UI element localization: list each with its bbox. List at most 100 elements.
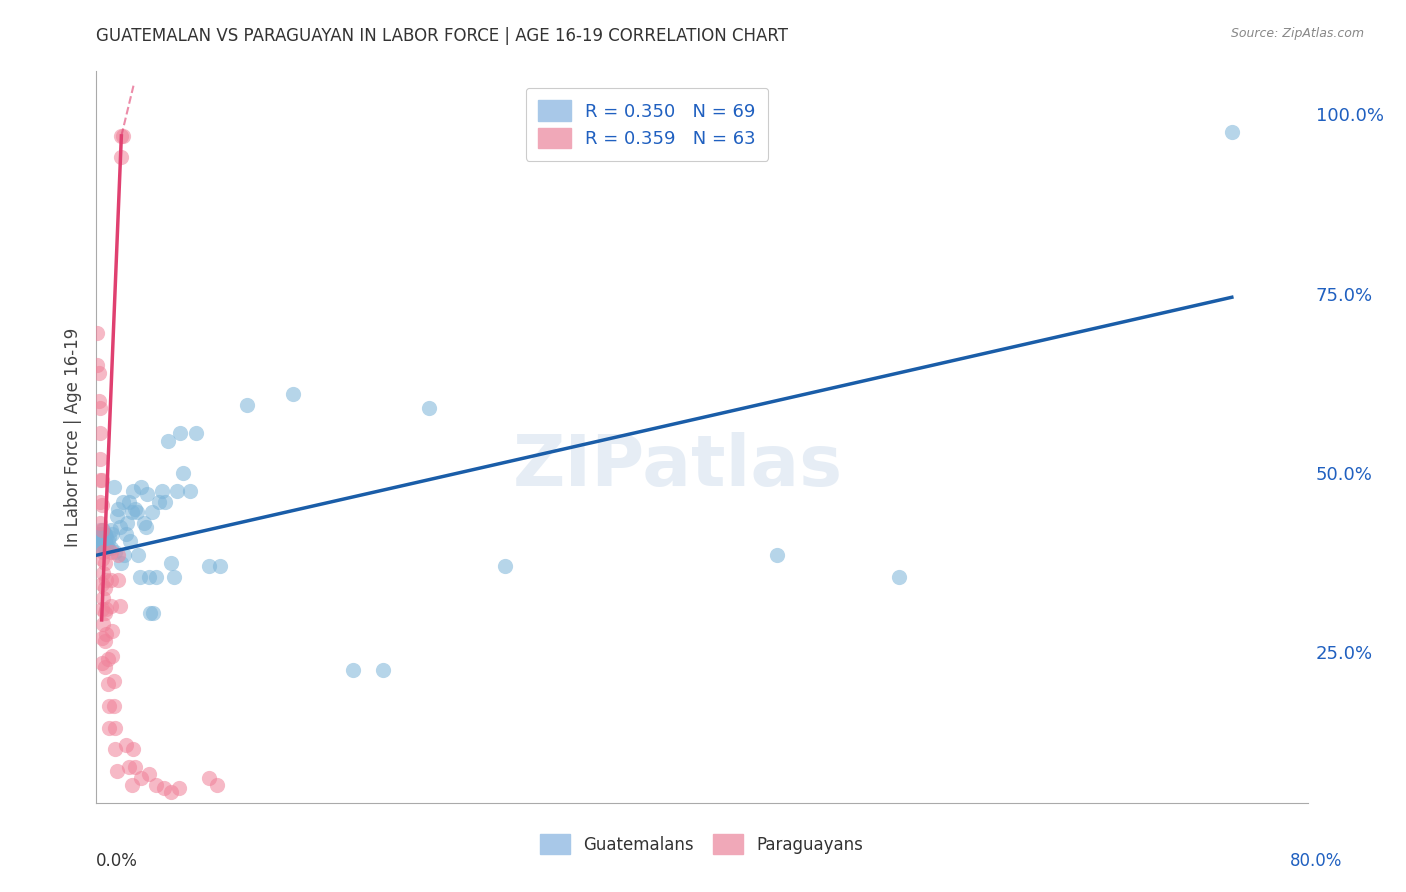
Point [103,698,125,713]
Point [100,574,122,588]
Point [152,781,174,796]
Legend: Guatemalans, Paraguayans: Guatemalans, Paraguayans [533,828,870,860]
Point [169,426,191,441]
Point [89,473,111,487]
Point [115,739,138,753]
Point [157,434,180,448]
Point [110,556,132,570]
Point [141,505,163,519]
Point [86,359,108,373]
Point [87,538,110,552]
Point [766,549,789,563]
Point [91,566,114,581]
Point [138,570,160,584]
Point [93,659,115,673]
Point [127,549,149,563]
Point [118,494,141,508]
Point [107,501,129,516]
Point [90,498,112,512]
Point [104,721,127,735]
Point [205,778,228,792]
Text: 80.0%: 80.0% [1291,852,1343,870]
Point [136,487,159,501]
Point [104,742,127,756]
Point [122,742,145,756]
Point [91,591,114,606]
Point [90,527,112,541]
Point [198,771,221,785]
Point [236,398,259,412]
Point [160,785,183,799]
Point [89,401,111,416]
Point [90,602,112,616]
Point [91,545,114,559]
Point [128,570,150,584]
Point [98,698,121,713]
Point [125,505,148,519]
Point [87,394,110,409]
Point [118,760,141,774]
Point [100,545,122,559]
Point [138,767,160,781]
Point [100,599,122,613]
Point [96,531,118,545]
Point [87,366,110,380]
Point [184,426,207,441]
Point [132,516,155,530]
Point [107,549,129,563]
Point [90,577,112,591]
Point [112,549,135,563]
Point [96,538,118,552]
Point [100,524,122,538]
Point [90,524,112,538]
Point [145,778,167,792]
Point [93,527,115,541]
Point [96,627,118,641]
Text: ZIPatlas: ZIPatlas [512,432,842,500]
Y-axis label: In Labor Force | Age 16-19: In Labor Force | Age 16-19 [63,327,82,547]
Point [104,545,127,559]
Point [117,516,139,530]
Point [124,760,146,774]
Point [90,631,112,645]
Point [418,401,440,416]
Point [97,534,120,549]
Point [97,652,120,666]
Point [163,570,186,584]
Point [93,541,115,556]
Point [87,531,110,545]
Point [93,556,115,570]
Point [89,516,111,530]
Point [91,524,114,538]
Point [93,534,115,549]
Point [105,508,128,523]
Point [93,606,115,620]
Point [111,128,134,143]
Point [135,519,157,533]
Point [179,483,201,498]
Point [97,541,120,556]
Point [115,527,138,541]
Point [108,519,131,533]
Point [101,648,124,663]
Point [129,480,152,494]
Point [121,778,143,792]
Point [91,531,114,545]
Point [110,150,132,164]
Point [98,721,121,735]
Point [110,128,132,143]
Point [101,527,124,541]
Point [107,574,129,588]
Point [89,534,111,549]
Point [139,606,162,620]
Point [198,559,221,574]
Text: Source: ZipAtlas.com: Source: ZipAtlas.com [1230,27,1364,40]
Point [89,426,111,441]
Point [96,574,118,588]
Point [105,764,128,778]
Point [208,559,231,574]
Point [97,677,120,691]
Point [96,602,118,616]
Point [86,527,108,541]
Point [1220,125,1243,139]
